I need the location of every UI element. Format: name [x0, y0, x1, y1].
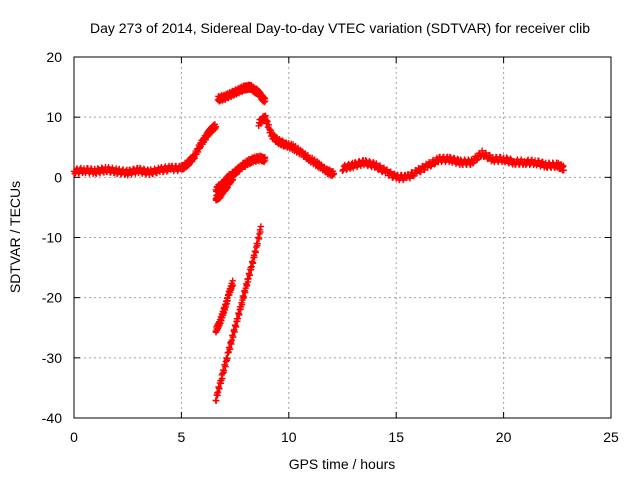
x-tick-label: 15 [388, 429, 404, 445]
y-tick-label: -30 [42, 350, 62, 366]
data-point [184, 163, 191, 170]
data-point [153, 169, 161, 177]
data-point [236, 311, 243, 319]
data-point [362, 157, 369, 164]
data-point [473, 156, 480, 164]
data-point [257, 228, 264, 236]
data-point [264, 118, 271, 125]
data-point [432, 160, 439, 167]
grid [74, 57, 611, 418]
data-point [339, 167, 346, 175]
data-point [240, 293, 248, 301]
data-point [330, 170, 338, 177]
data-point [261, 97, 269, 105]
data-point [424, 164, 431, 171]
x-tick-label: 10 [281, 429, 297, 445]
data-point [216, 385, 223, 392]
data-point [346, 165, 354, 172]
data-points [70, 81, 567, 404]
x-tick-label: 5 [178, 429, 186, 445]
data-point [507, 155, 514, 162]
data-point [213, 397, 220, 404]
data-point [428, 162, 435, 169]
y-tick-label: 10 [46, 109, 62, 125]
data-point [145, 171, 153, 179]
data-point [230, 333, 237, 341]
data-point [226, 345, 234, 353]
data-point [140, 165, 148, 173]
data-point [222, 303, 230, 311]
data-point [469, 160, 477, 167]
y-axis-label: SDTVAR / TECUs [7, 181, 23, 293]
y-tick-label: 0 [54, 169, 62, 185]
data-point [249, 260, 257, 267]
data-point [257, 223, 265, 230]
data-point [231, 328, 238, 336]
data-point [163, 168, 171, 175]
data-point [232, 323, 240, 331]
data-point [149, 170, 157, 178]
data-point [224, 355, 231, 362]
data-point [229, 281, 237, 289]
data-point [229, 176, 237, 184]
data-point [243, 281, 251, 289]
data-point [261, 156, 269, 164]
x-axis-label: GPS time / hours [289, 456, 396, 472]
ticks: 0 5 10 15 20 25 -40 -30 -20 -10 0 10 20 [42, 49, 619, 445]
data-point [503, 154, 510, 161]
data-point [560, 167, 567, 174]
x-tick-label: 0 [70, 429, 78, 445]
y-tick-label: -10 [42, 230, 62, 246]
chart-title: Day 273 of 2014, Sidereal Day-to-day VTE… [90, 20, 590, 36]
data-point [254, 240, 261, 247]
x-tick-label: 20 [496, 429, 512, 445]
data-point [431, 161, 438, 168]
data-point [234, 315, 242, 322]
data-point [251, 253, 258, 261]
data-point [427, 163, 434, 170]
data-point [136, 164, 144, 172]
data-point [246, 272, 254, 279]
data-point [343, 166, 350, 173]
x-tick-label: 25 [603, 429, 619, 445]
data-point [539, 158, 546, 166]
y-tick-label: 20 [46, 49, 62, 65]
data-point [212, 123, 219, 130]
data-point [223, 300, 231, 307]
data-point [366, 158, 373, 165]
y-tick-label: -40 [42, 410, 62, 426]
y-tick-label: -20 [42, 290, 62, 306]
data-point [535, 157, 543, 165]
data-point [220, 367, 228, 374]
